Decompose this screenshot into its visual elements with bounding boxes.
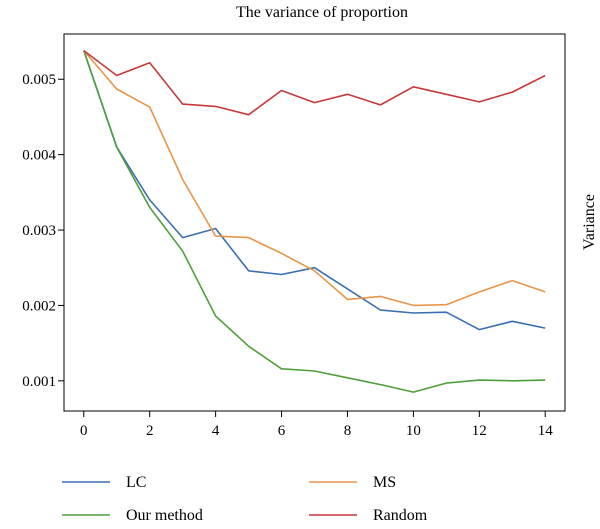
- y-tick-label: 0.002: [22, 298, 56, 314]
- legend-label-our-method: Our method: [126, 507, 203, 524]
- series-line-random: [83, 49, 546, 116]
- x-tick-label: 12: [472, 423, 487, 439]
- legend-label-lc: LC: [126, 474, 146, 491]
- x-axis: 0 2 4 6 8 10 12 14: [80, 411, 553, 439]
- legend-label-ms: MS: [373, 474, 396, 491]
- x-tick-label: 14: [538, 423, 554, 439]
- series-line-our-method: [83, 50, 546, 393]
- y-tick-label: 0.003: [22, 223, 56, 239]
- x-tick-label: 6: [278, 423, 286, 439]
- series-line-lc: [83, 50, 546, 331]
- x-tick-label: 2: [146, 423, 154, 439]
- y-axis: 0.001 0.002 0.003 0.004 0.005: [22, 72, 64, 390]
- legend: LC Our method MS Random: [62, 474, 428, 524]
- x-tick-label: 4: [212, 423, 220, 439]
- series-lines: [83, 49, 546, 393]
- series-line-ms: [83, 50, 546, 307]
- chart-title: The variance of proportion: [236, 4, 408, 21]
- x-tick-label: 0: [80, 423, 88, 439]
- x-tick-label: 8: [344, 423, 352, 439]
- legend-label-random: Random: [373, 507, 428, 524]
- y-tick-label: 0.001: [22, 374, 56, 390]
- y-axis-label: Variance: [581, 194, 598, 250]
- y-tick-label: 0.005: [22, 72, 56, 88]
- x-tick-label: 10: [406, 423, 421, 439]
- y-tick-label: 0.004: [22, 148, 56, 164]
- plot-frame: [63, 33, 566, 412]
